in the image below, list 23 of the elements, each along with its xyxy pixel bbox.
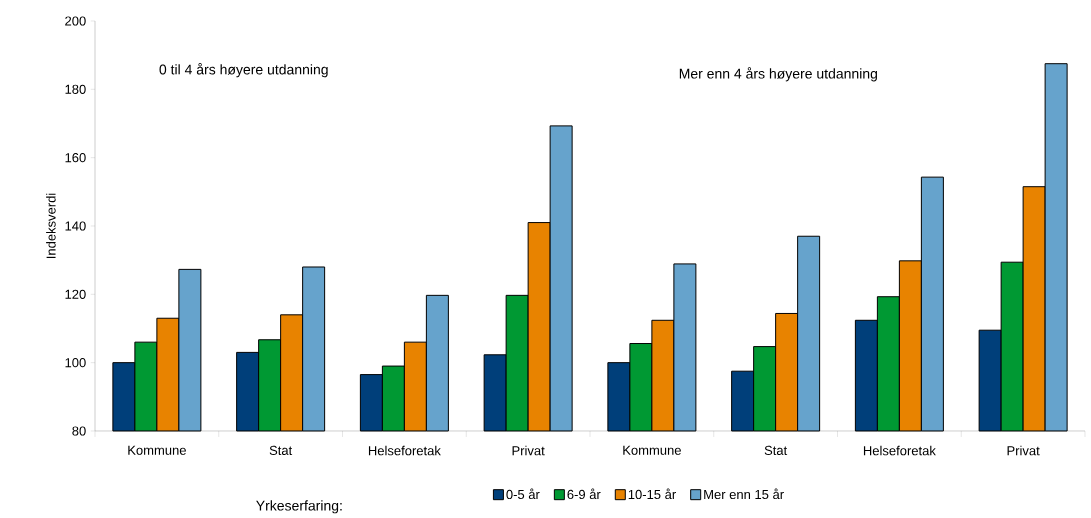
x-tick-label: Helseforetak <box>368 445 441 456</box>
legend-label: 0-5 år <box>506 488 540 500</box>
y-axis-title: Indeksverdi <box>46 193 56 259</box>
y-tick-label: 140 <box>65 221 86 231</box>
y-tick-label: 120 <box>65 289 86 299</box>
legend-title: Yrkeserfaring: <box>256 500 342 514</box>
y-tick-label: 180 <box>65 84 86 94</box>
x-tick-label: Stat <box>269 445 293 455</box>
x-tick-label: Privat <box>512 445 545 456</box>
legend-label: 10-15 år <box>628 488 676 500</box>
y-tick-label: 100 <box>65 358 86 368</box>
x-tick-label: Stat <box>764 445 788 455</box>
x-tick-label: Helseforetak <box>863 445 936 456</box>
y-tick-label: 80 <box>72 426 86 436</box>
y-tick-label: 200 <box>65 16 86 26</box>
legend-label: Mer enn 15 år <box>704 488 784 500</box>
x-tick-label: Privat <box>1007 445 1040 456</box>
x-tick-label: Kommune <box>623 445 681 455</box>
x-tick-label: Kommune <box>128 445 186 455</box>
annotation: Mer enn 4 års høyere utdanning <box>679 67 877 82</box>
y-tick-label: 160 <box>65 153 86 163</box>
annotation: 0 til 4 års høyere utdanning <box>159 63 328 78</box>
legend-label: 6-9 år <box>567 488 601 500</box>
